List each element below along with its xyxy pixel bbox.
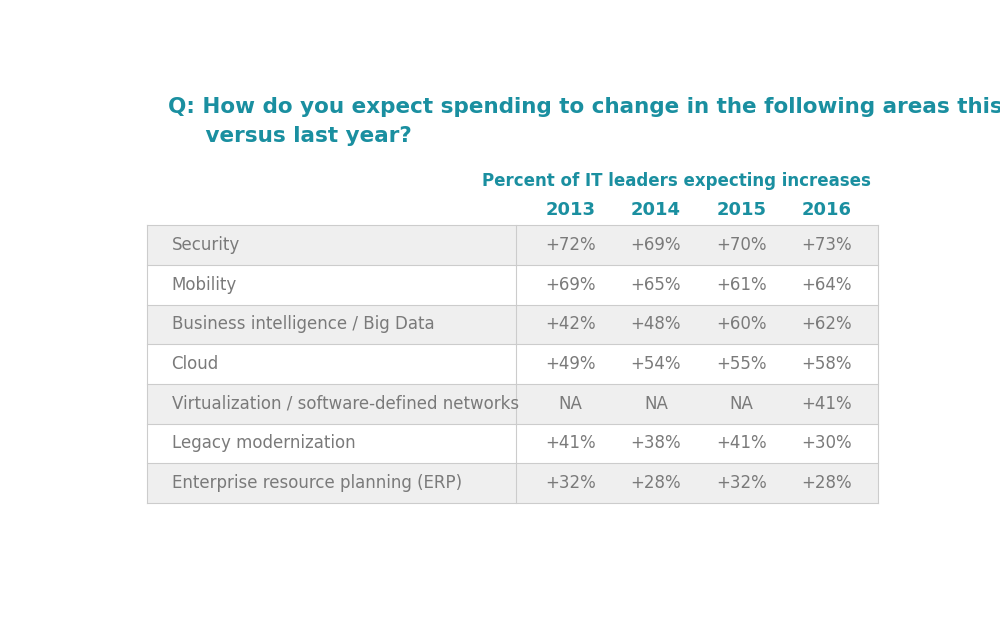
Bar (147, 423, 878, 463)
Text: Percent of IT leaders expecting increases: Percent of IT leaders expecting increase… (482, 172, 870, 190)
Text: Security: Security (172, 236, 240, 254)
Text: +54%: +54% (631, 355, 681, 373)
Text: +72%: +72% (545, 236, 596, 254)
Text: +60%: +60% (716, 315, 766, 333)
Text: +32%: +32% (545, 474, 596, 492)
Text: NA: NA (559, 394, 583, 413)
Text: Cloud: Cloud (172, 355, 219, 373)
Text: +69%: +69% (631, 236, 681, 254)
Bar (147, 384, 878, 423)
Text: +49%: +49% (545, 355, 596, 373)
Bar (147, 225, 878, 265)
Bar (147, 305, 878, 344)
Text: +30%: +30% (801, 435, 852, 452)
Text: 2015: 2015 (716, 201, 766, 219)
Text: Q: How do you expect spending to change in the following areas this year: Q: How do you expect spending to change … (168, 97, 1000, 117)
Bar (147, 265, 878, 305)
Text: +41%: +41% (716, 435, 766, 452)
Text: Legacy modernization: Legacy modernization (172, 435, 355, 452)
Text: Virtualization / software-defined networks: Virtualization / software-defined networ… (172, 394, 519, 413)
Text: NA: NA (729, 394, 753, 413)
Text: versus last year?: versus last year? (168, 126, 411, 146)
Text: +58%: +58% (801, 355, 852, 373)
Text: +32%: +32% (716, 474, 767, 492)
Text: 2014: 2014 (631, 201, 681, 219)
Text: +69%: +69% (545, 276, 596, 294)
Text: +38%: +38% (631, 435, 681, 452)
Text: +42%: +42% (545, 315, 596, 333)
Text: 2013: 2013 (546, 201, 596, 219)
Text: +65%: +65% (631, 276, 681, 294)
Text: 2016: 2016 (801, 201, 851, 219)
Text: +73%: +73% (801, 236, 852, 254)
Text: +41%: +41% (801, 394, 852, 413)
Text: +61%: +61% (716, 276, 766, 294)
Text: +41%: +41% (545, 435, 596, 452)
Bar (147, 463, 878, 503)
Text: +70%: +70% (716, 236, 766, 254)
Text: Enterprise resource planning (ERP): Enterprise resource planning (ERP) (172, 474, 462, 492)
Text: +48%: +48% (631, 315, 681, 333)
Text: +28%: +28% (801, 474, 852, 492)
Text: Business intelligence / Big Data: Business intelligence / Big Data (172, 315, 434, 333)
Text: Mobility: Mobility (172, 276, 237, 294)
Bar (147, 344, 878, 384)
Text: NA: NA (644, 394, 668, 413)
Text: +28%: +28% (631, 474, 681, 492)
Text: +64%: +64% (801, 276, 852, 294)
Text: +62%: +62% (801, 315, 852, 333)
Text: +55%: +55% (716, 355, 766, 373)
